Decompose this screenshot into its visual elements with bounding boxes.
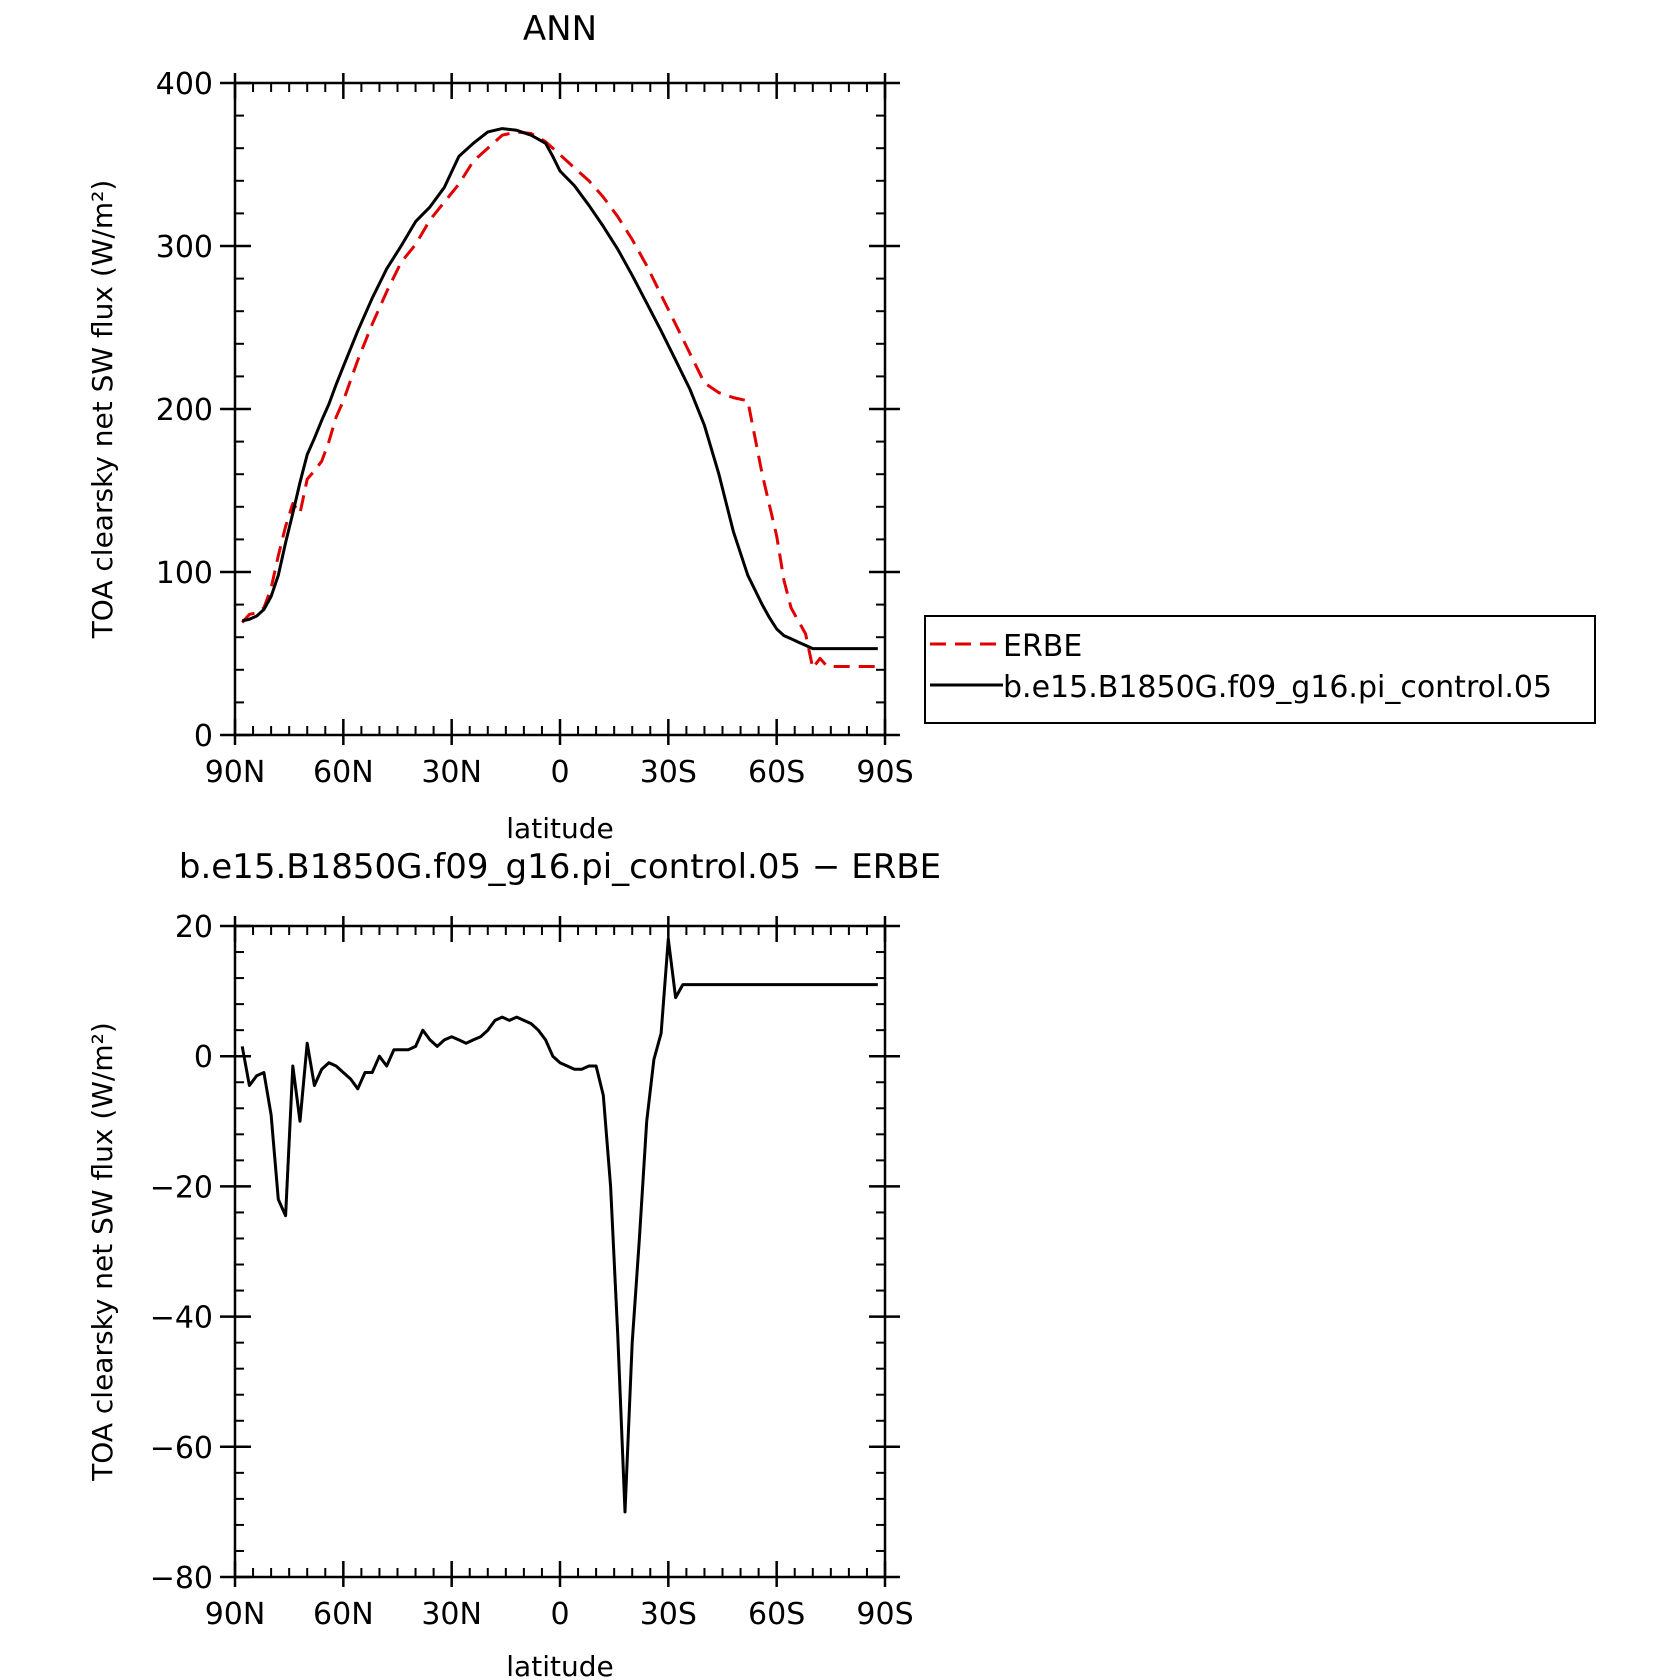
plot-title: b.e15.B1850G.f09_g16.pi_control.05 − ERB… bbox=[179, 847, 941, 887]
y-tick-label: −20 bbox=[150, 1170, 213, 1205]
x-tick-label: 0 bbox=[550, 755, 569, 790]
y-axis-label: TOA clearsky net SW flux (W/m²) bbox=[86, 180, 119, 640]
y-tick-label: 0 bbox=[194, 1040, 213, 1075]
y-tick-label: 0 bbox=[194, 719, 213, 754]
top-panel: 90N 60N 30N 0 30S 60S 90S 0 100 200 300 400 ANN latit… bbox=[86, 9, 914, 845]
legend: ERBE b.e15.B1850G.f09_g16.pi_control.05 bbox=[925, 616, 1595, 723]
legend-label: b.e15.B1850G.f09_g16.pi_control.05 bbox=[1003, 670, 1552, 705]
y-tick-label: 300 bbox=[156, 230, 213, 265]
x-tick-label: 30N bbox=[421, 755, 482, 790]
x-tick-label: 60N bbox=[313, 1597, 374, 1632]
x-tick-label: 90S bbox=[856, 755, 913, 790]
x-tick-label: 0 bbox=[550, 1597, 569, 1632]
x-tick-label: 30N bbox=[421, 1597, 482, 1632]
plot-frame bbox=[235, 926, 885, 1577]
x-axis-label: latitude bbox=[506, 812, 613, 845]
y-tick-label: 20 bbox=[175, 910, 213, 945]
x-tick-label: 90N bbox=[205, 755, 266, 790]
y-tick-label: 400 bbox=[156, 67, 213, 102]
x-tick-label: 30S bbox=[640, 755, 697, 790]
y-tick-label: −80 bbox=[150, 1561, 213, 1596]
y-axis-label: TOA clearsky net SW flux (W/m²) bbox=[86, 1022, 119, 1482]
x-tick-label: 30S bbox=[640, 1597, 697, 1632]
x-tick-label: 90N bbox=[205, 1597, 266, 1632]
y-tick-label: −40 bbox=[150, 1301, 213, 1336]
y-tick-label: 200 bbox=[156, 393, 213, 428]
legend-label: ERBE bbox=[1003, 629, 1082, 664]
series-line-1-0 bbox=[242, 939, 878, 1512]
x-tick-label: 60S bbox=[748, 755, 805, 790]
x-tick-label: 60S bbox=[748, 1597, 805, 1632]
plot-title: ANN bbox=[523, 9, 597, 49]
bottom-panel: 90N 60N 30N 0 30S 60S 90S −80 −60 −40 −20 0 20 b.e15.… bbox=[86, 847, 941, 1680]
y-tick-label: −60 bbox=[150, 1431, 213, 1466]
x-axis-label: latitude bbox=[506, 1650, 613, 1680]
series-line-erbe bbox=[242, 132, 878, 668]
x-tick-label: 90S bbox=[856, 1597, 913, 1632]
x-tick-label: 60N bbox=[313, 755, 374, 790]
y-tick-label: 100 bbox=[156, 556, 213, 591]
series-line-b-e15-b1850g-f09-g16-pi-control-05 bbox=[242, 129, 878, 649]
